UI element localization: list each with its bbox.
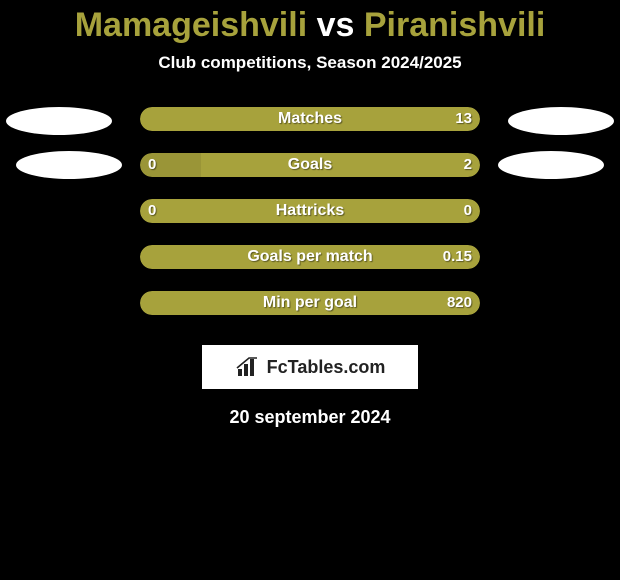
stat-label: Hattricks [0,199,620,223]
stat-row: 0 0 Hattricks [0,199,620,223]
brand-suffix: Tables.com [288,357,386,377]
brand-prefix: Fc [267,357,288,377]
page: Mamageishvili vs Piranishvili Club compe… [0,0,620,580]
brand-logo: FcTables.com [202,345,418,389]
subtitle: Club competitions, Season 2024/2025 [0,53,620,73]
player1-name: Mamageishvili [75,6,307,44]
stat-label: Min per goal [0,291,620,315]
stat-row: 0 2 Goals [0,153,620,177]
stat-label: Goals [0,153,620,177]
stat-row: 820 Min per goal [0,291,620,315]
page-title: Mamageishvili vs Piranishvili [0,0,620,45]
stat-label: Matches [0,107,620,131]
vs-text: vs [317,6,355,44]
stat-label: Goals per match [0,245,620,269]
stats-area: 13 Matches 0 2 Goals 0 0 Hattricks [0,107,620,428]
stat-row: 13 Matches [0,107,620,131]
player2-name: Piranishvili [364,6,545,44]
brand-text: FcTables.com [267,357,386,378]
stat-row: 0.15 Goals per match [0,245,620,269]
chart-icon [235,356,261,378]
date-text: 20 september 2024 [0,407,620,428]
